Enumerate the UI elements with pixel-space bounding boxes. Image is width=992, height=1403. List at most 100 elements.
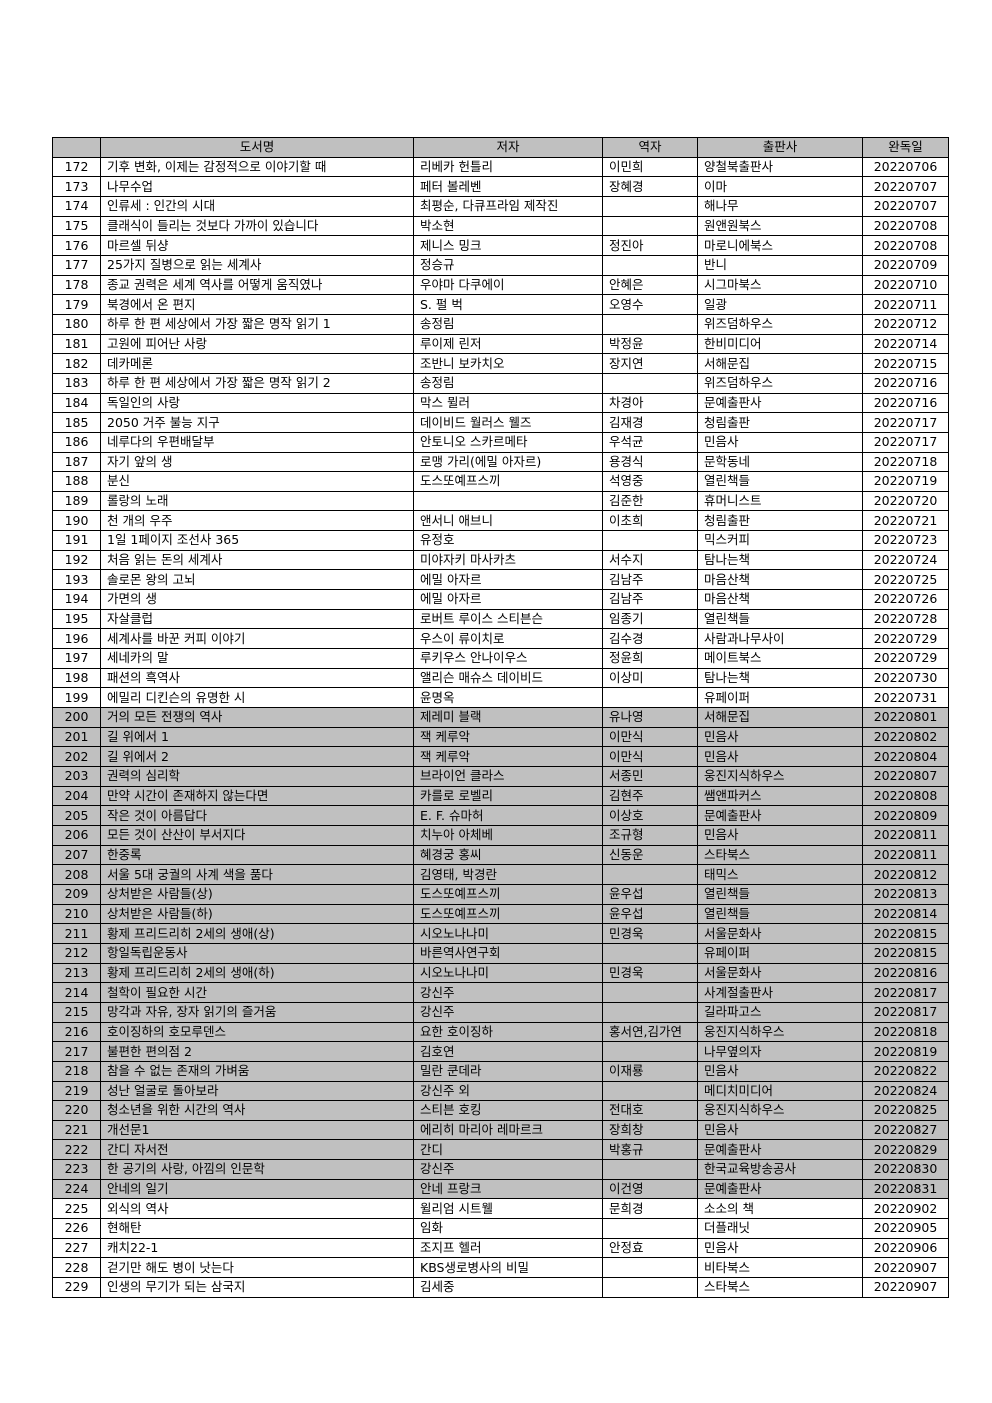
completion-date: 20220815 (862, 942, 949, 964)
completion-date: 20220716 (862, 372, 949, 394)
completion-date: 20220817 (862, 982, 949, 1003)
book-title: 네루다의 우편배달부 (100, 431, 414, 453)
row-number: 214 (52, 982, 101, 1003)
book-title: 기후 변화, 이제는 감정적으로 이야기할 때 (100, 156, 414, 178)
publisher: 문예출판사 (697, 392, 863, 414)
publisher: 문학동네 (697, 451, 863, 473)
publisher: 위즈덤하우스 (697, 313, 863, 335)
table-row: 178 종교 권력은 세계 역사를 어떻게 움직였나 우야마 다쿠에이 안혜은 시그마북… (52, 274, 949, 296)
book-title: 데카메론 (100, 353, 414, 374)
table-row: 224 안네의 일기 안네 프랑크 이건영 문예출판사 20220831 (52, 1178, 949, 1200)
table-row: 196 세계사를 바꾼 커피 이야기 우스이 류이치로 김수경 사람과나무사이 20220… (52, 628, 949, 650)
header-title: 도서명 (100, 137, 414, 158)
translator: 서종민 (602, 766, 698, 787)
row-number: 172 (52, 156, 101, 178)
publisher: 비타북스 (697, 1257, 863, 1279)
author: 요한 호이징하 (413, 1021, 603, 1043)
author: 안네 프랑크 (413, 1178, 603, 1200)
table-row: 222 간디 자서전 간디 박홍규 문예출판사 20220829 (52, 1139, 949, 1161)
publisher: 마음산책 (697, 589, 863, 610)
author: 우스이 류이치로 (413, 628, 603, 650)
reading-log-table: 도서명 저자 역자 출판사 완독일 172 기후 변화, 이제는 감정적으로 이야… (52, 137, 949, 1298)
author: 잭 케루악 (413, 726, 603, 748)
publisher: 탐나는책 (697, 549, 863, 571)
author: 간디 (413, 1139, 603, 1161)
book-title: 한 공기의 사랑, 아낌의 인문학 (100, 1159, 414, 1180)
row-number: 228 (52, 1257, 101, 1279)
publisher: 웅진지식하우스 (697, 766, 863, 787)
row-number: 213 (52, 962, 101, 984)
completion-date: 20220706 (862, 156, 949, 178)
publisher: 마로니에북스 (697, 235, 863, 256)
publisher: 민음사 (697, 1237, 863, 1259)
completion-date: 20220812 (862, 864, 949, 885)
author: 유정호 (413, 530, 603, 551)
author: 제레미 블랙 (413, 707, 603, 728)
translator: 장희창 (602, 1119, 698, 1141)
table-row: 228 걷기만 해도 병이 낫는다 KBS생로병사의 비밀 비타북스 20220907 (52, 1257, 949, 1279)
publisher: 민음사 (697, 824, 863, 846)
publisher: 웅진지식하우스 (697, 1100, 863, 1121)
translator (602, 1001, 698, 1023)
book-title: 상처받은 사람들(하) (100, 903, 414, 925)
translator (602, 982, 698, 1003)
book-title: 자살클럽 (100, 608, 414, 630)
row-number: 196 (52, 628, 101, 650)
completion-date: 20220720 (862, 490, 949, 512)
completion-date: 20220822 (862, 1060, 949, 1082)
translator: 전대호 (602, 1100, 698, 1121)
translator (602, 195, 698, 217)
publisher: 열린책들 (697, 903, 863, 925)
book-title: 종교 권력은 세계 역사를 어떻게 움직였나 (100, 274, 414, 296)
book-title: 작은 것이 아름답다 (100, 805, 414, 826)
publisher: 서해문집 (697, 707, 863, 728)
table-row: 174 인류세 : 인간의 시대 최평순, 다큐프라임 제작진 해나무 20220707 (52, 195, 949, 217)
author: 조지프 헬러 (413, 1237, 603, 1259)
translator: 유나영 (602, 707, 698, 728)
completion-date: 20220817 (862, 1001, 949, 1023)
row-number: 173 (52, 176, 101, 197)
publisher: 열린책들 (697, 608, 863, 630)
completion-date: 20220729 (862, 628, 949, 650)
book-title: 한중록 (100, 844, 414, 866)
table-row: 214 철학이 필요한 시간 강신주 사계절출판사 20220817 (52, 982, 949, 1003)
table-row: 194 가면의 생 에밀 아자르 김남주 마음산책 20220726 (52, 589, 949, 610)
table-row: 198 패션의 흑역사 앨리슨 매슈스 데이비드 이상미 탐나는책 20220730 (52, 667, 949, 689)
author: 막스 뮐러 (413, 392, 603, 414)
author: 도스또예프스끼 (413, 883, 603, 905)
translator (602, 254, 698, 276)
table-row: 190 천 개의 우주 앤서니 애브니 이초희 청림출판 20220721 (52, 510, 949, 532)
row-number: 194 (52, 589, 101, 610)
completion-date: 20220707 (862, 176, 949, 197)
completion-date: 20220902 (862, 1198, 949, 1220)
translator: 정진아 (602, 235, 698, 256)
table-row: 206 모든 것이 산산이 부서지다 치누아 아체베 조규형 민음사 20220811 (52, 824, 949, 846)
book-title: 나무수업 (100, 176, 414, 197)
book-title: 캐치22-1 (100, 1237, 414, 1259)
translator: 안정효 (602, 1237, 698, 1259)
translator: 이상호 (602, 805, 698, 826)
book-title: 패션의 흑역사 (100, 667, 414, 689)
table-row: 188 분신 도스또예프스끼 석영중 열린책들 20220719 (52, 471, 949, 492)
translator (602, 530, 698, 551)
completion-date: 20220808 (862, 785, 949, 807)
book-title: 철학이 필요한 시간 (100, 982, 414, 1003)
table-row: 193 솔로몬 왕의 고뇌 에밀 아자르 김남주 마음산책 20220725 (52, 569, 949, 591)
publisher: 청림출판 (697, 510, 863, 532)
table-row: 205 작은 것이 아름답다 E. F. 슈마허 이상호 문예출판사 20220809 (52, 805, 949, 826)
table-body: 172 기후 변화, 이제는 감정적으로 이야기할 때 리베카 헌틀리 이민희 양철북출… (52, 156, 949, 1298)
row-number: 184 (52, 392, 101, 414)
author: 윌리엄 시트웰 (413, 1198, 603, 1220)
book-title: 북경에서 온 편지 (100, 294, 414, 315)
author: 조반니 보카치오 (413, 353, 603, 374)
book-title: 청소년을 위한 시간의 역사 (100, 1100, 414, 1121)
row-number: 215 (52, 1001, 101, 1023)
table-row: 221 개선문1 에리히 마리아 레마르크 장희창 민음사 20220827 (52, 1119, 949, 1141)
completion-date: 20220711 (862, 294, 949, 315)
completion-date: 20220824 (862, 1080, 949, 1102)
book-title: 25가지 질병으로 읽는 세계사 (100, 254, 414, 276)
completion-date: 20220724 (862, 549, 949, 571)
translator (602, 1257, 698, 1279)
completion-date: 20220907 (862, 1277, 949, 1298)
author: KBS생로병사의 비밀 (413, 1257, 603, 1279)
